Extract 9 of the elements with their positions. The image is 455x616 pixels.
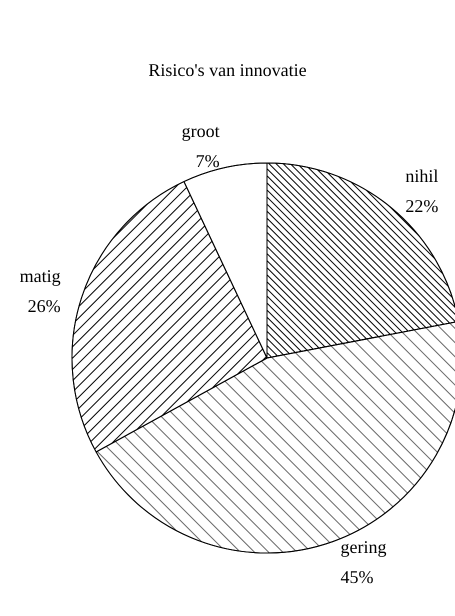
data-label: 22% [405,196,438,216]
data-label: 45% [340,567,374,588]
slice-label: nihil [405,166,438,186]
data-label: 26% [28,296,61,316]
slice-label: gering [340,537,386,558]
data-label: 7% [196,151,220,172]
slice-label: matig [20,266,61,286]
chart-title: Risico's van innovatie [148,60,307,80]
slice-label: groot [182,121,220,142]
